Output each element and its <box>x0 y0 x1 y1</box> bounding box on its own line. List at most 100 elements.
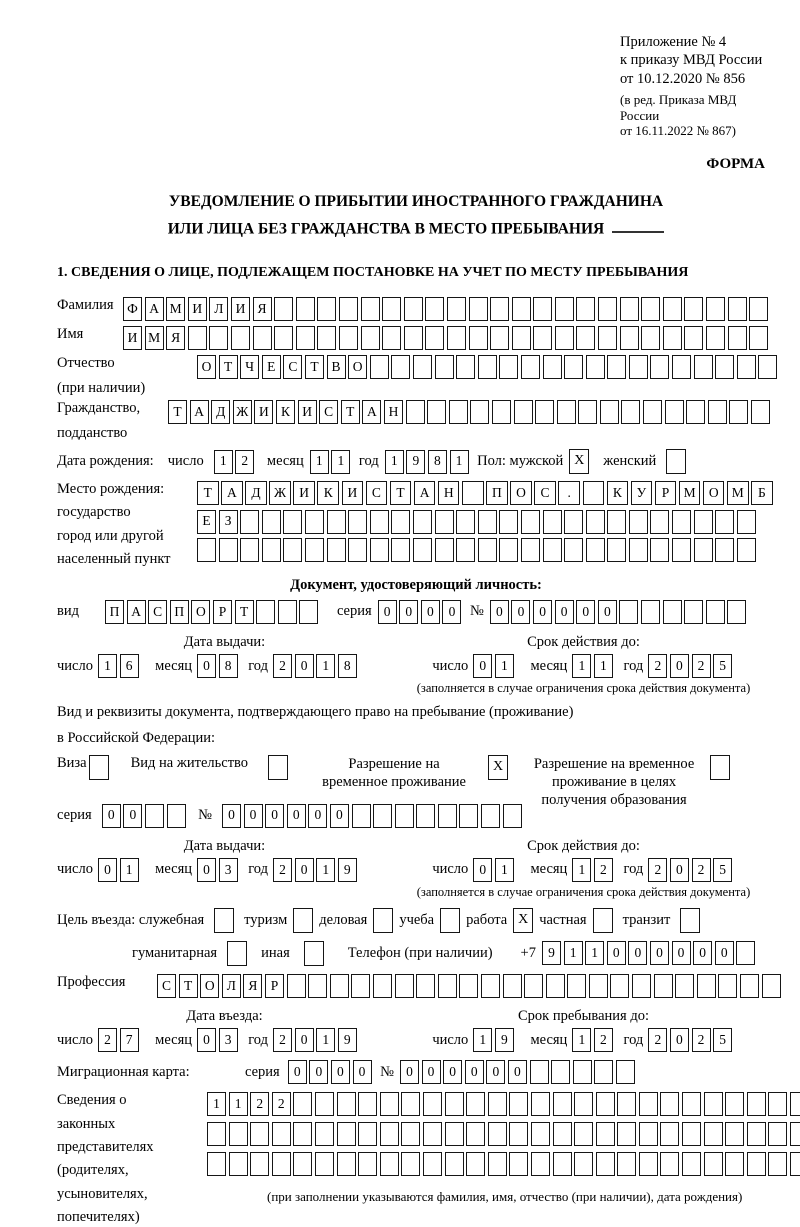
char-cell[interactable]: 3 <box>218 1028 238 1053</box>
char-cell[interactable]: О <box>510 481 532 505</box>
char-cell[interactable]: С <box>319 400 339 425</box>
char-cell[interactable] <box>416 973 436 998</box>
char-cell[interactable] <box>481 803 501 828</box>
char-cell[interactable]: М <box>144 326 164 351</box>
char-cell[interactable] <box>520 355 540 380</box>
char-cell[interactable] <box>336 1152 356 1177</box>
char-cell[interactable] <box>456 538 476 562</box>
char-cell[interactable]: 0 <box>101 803 121 828</box>
char-cell[interactable]: У <box>630 481 653 505</box>
char-cell[interactable] <box>487 1152 507 1177</box>
char-cell[interactable] <box>585 355 605 380</box>
char-cell[interactable]: 0 <box>628 941 648 966</box>
char-cell[interactable] <box>283 538 303 562</box>
char-cell[interactable]: 0 <box>197 654 217 679</box>
char-cell[interactable] <box>619 297 639 322</box>
char-cell[interactable] <box>314 1092 334 1117</box>
char-cell[interactable]: 9 <box>406 449 426 474</box>
char-cell[interactable] <box>437 973 457 998</box>
char-cell[interactable] <box>230 326 250 351</box>
char-cell[interactable] <box>207 1122 226 1147</box>
char-cell[interactable]: М <box>166 297 186 322</box>
char-cell[interactable] <box>607 355 627 380</box>
char-cell[interactable] <box>382 326 402 351</box>
char-cell[interactable] <box>351 973 371 998</box>
char-cell[interactable]: 0 <box>649 941 669 966</box>
char-cell[interactable]: 0 <box>489 599 509 624</box>
char-cell[interactable] <box>293 1122 313 1147</box>
char-cell[interactable]: Н <box>383 400 403 425</box>
char-cell[interactable] <box>462 481 484 505</box>
char-cell[interactable]: О <box>197 355 216 380</box>
char-cell[interactable]: 0 <box>294 857 314 882</box>
char-cell[interactable] <box>535 400 555 425</box>
char-cell[interactable] <box>379 1122 399 1147</box>
char-cell[interactable]: Т <box>304 355 324 380</box>
char-cell[interactable] <box>394 973 414 998</box>
char-cell[interactable]: 0 <box>308 803 328 828</box>
char-cell[interactable]: 0 <box>669 654 689 679</box>
char-cell[interactable] <box>524 973 544 998</box>
char-cell[interactable] <box>706 326 726 351</box>
char-cell[interactable] <box>554 297 574 322</box>
char-cell[interactable] <box>403 297 423 322</box>
char-cell[interactable] <box>599 400 619 425</box>
char-cell[interactable] <box>394 803 414 828</box>
char-cell[interactable] <box>351 803 371 828</box>
char-cell[interactable] <box>619 599 639 624</box>
char-cell[interactable]: Я <box>166 326 186 351</box>
char-cell[interactable] <box>693 509 713 534</box>
char-cell[interactable] <box>197 538 216 562</box>
char-cell[interactable] <box>552 1092 572 1117</box>
char-cell[interactable] <box>617 1092 637 1117</box>
char-cell[interactable] <box>490 297 510 322</box>
char-cell[interactable] <box>751 400 771 425</box>
purpose-other-checkbox[interactable] <box>303 940 324 966</box>
char-cell[interactable] <box>240 538 260 562</box>
char-cell[interactable] <box>261 509 281 534</box>
char-cell[interactable] <box>490 326 510 351</box>
char-cell[interactable]: М <box>678 481 701 505</box>
purpose-private-checkbox[interactable] <box>592 907 613 933</box>
char-cell[interactable] <box>682 1092 702 1117</box>
char-cell[interactable]: 2 <box>273 857 292 882</box>
char-cell[interactable]: С <box>148 599 168 624</box>
char-cell[interactable] <box>643 400 663 425</box>
char-cell[interactable] <box>725 1152 745 1177</box>
char-cell[interactable] <box>326 538 346 562</box>
char-cell[interactable]: . <box>558 481 580 505</box>
char-cell[interactable] <box>425 326 445 351</box>
char-cell[interactable]: 0 <box>286 803 306 828</box>
char-cell[interactable] <box>401 1152 421 1177</box>
purpose-official-checkbox[interactable] <box>214 907 235 933</box>
char-cell[interactable] <box>746 1092 766 1117</box>
char-cell[interactable] <box>628 355 648 380</box>
char-cell[interactable] <box>336 1092 356 1117</box>
char-cell[interactable] <box>696 973 716 998</box>
char-cell[interactable] <box>437 803 457 828</box>
char-cell[interactable]: 1 <box>97 654 117 679</box>
char-cell[interactable]: С <box>283 355 303 380</box>
char-cell[interactable] <box>641 326 661 351</box>
char-cell[interactable]: 0 <box>399 599 419 624</box>
char-cell[interactable] <box>338 297 358 322</box>
char-cell[interactable] <box>582 481 604 505</box>
char-cell[interactable] <box>416 803 436 828</box>
char-cell[interactable] <box>675 973 695 998</box>
sex-female-checkbox[interactable] <box>666 449 687 474</box>
char-cell[interactable] <box>650 355 670 380</box>
char-cell[interactable]: Ж <box>269 481 291 505</box>
char-cell[interactable]: И <box>230 297 250 322</box>
char-cell[interactable]: 0 <box>443 1060 463 1085</box>
char-cell[interactable]: А <box>362 400 382 425</box>
char-cell[interactable]: О <box>348 355 368 380</box>
purpose-business-checkbox[interactable] <box>373 907 394 933</box>
representatives-cells-row3[interactable] <box>207 1152 800 1177</box>
char-cell[interactable] <box>595 1122 615 1147</box>
